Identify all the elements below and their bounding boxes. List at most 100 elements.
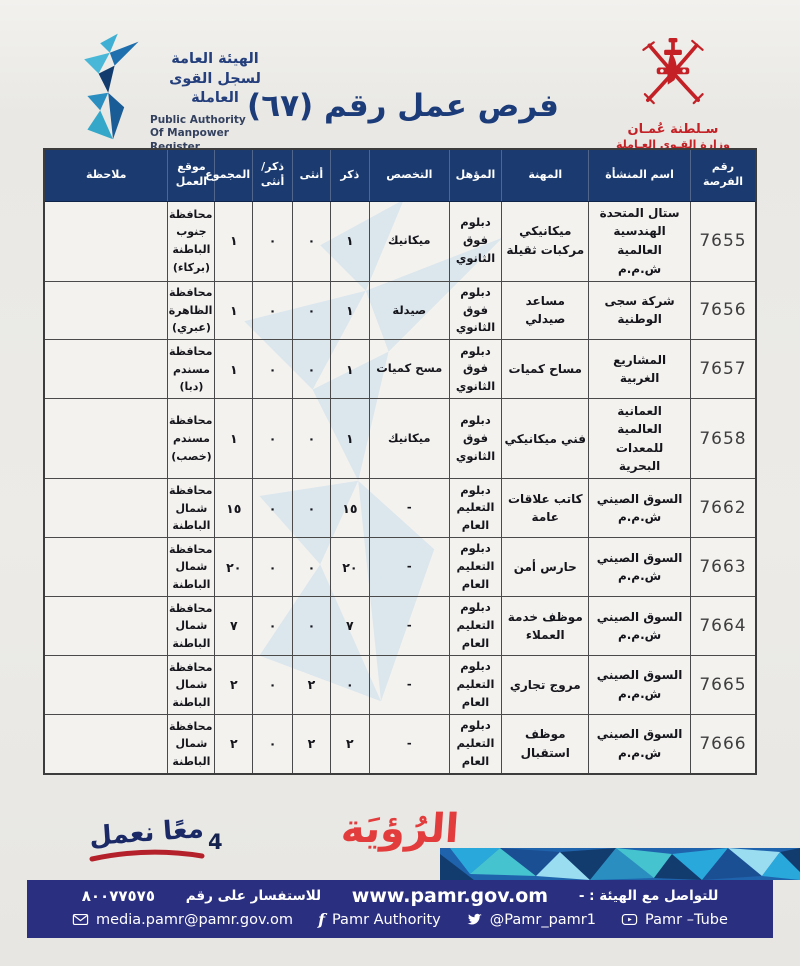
cell-qualification: دبلوم التعليم العام (448, 713, 503, 775)
column-header-male: ذكر (329, 148, 370, 202)
table-row: 7655 ستال المتحدة الهندسية العالمية ش.م.م… (43, 200, 757, 282)
contact-label: للتواصل مع الهيئة : - (578, 888, 719, 904)
table-row: 7657 المشاريع الغربية مساح كميات دبلوم فوق … (43, 339, 757, 400)
column-header-profession: المهنة (501, 148, 590, 202)
emblem-ministry-label: وزارة القـوى العـاملة (616, 138, 730, 151)
cell-profession: مساح كميات (501, 339, 590, 400)
table-row: 7658 العمانية العالمية للمعدات البحرية فني… (43, 398, 757, 480)
cell-profession: كاتب علاقات عامة (501, 478, 590, 539)
cell-work-location: محافظة الظاهرة (عبري) (167, 280, 216, 341)
column-header-note: ملاحظة (43, 148, 169, 202)
cell-male: ١ (329, 339, 370, 400)
cell-specialization: - (368, 713, 450, 775)
cell-opportunity-number: 7666 (690, 713, 757, 775)
cell-male-or-female: ٠ (252, 478, 294, 539)
cell-qualification: دبلوم التعليم العام (448, 596, 503, 657)
cell-qualification: دبلوم فوق الثانوي (448, 339, 503, 400)
cell-opportunity-number: 7663 (690, 537, 757, 598)
cell-total: ١ (214, 339, 254, 400)
cell-specialization: - (368, 596, 450, 657)
table-row: 7656 شركة سجى الوطنية مساعد صيدلي دبلوم فوق… (43, 280, 757, 341)
cell-male: ١ (329, 200, 370, 282)
cell-profession: حارس أمن (501, 537, 590, 598)
cell-qualification: دبلوم فوق الثانوي (448, 398, 503, 480)
table-row: 7662 السوق الصيني ش.م.م كاتب علاقات عامة دب… (43, 478, 757, 539)
phone-number: ٨٠٠٧٧٥٧٥ (81, 887, 155, 905)
oman-emblem-icon (642, 37, 704, 105)
cell-male-or-female: ٠ (252, 398, 294, 480)
cell-work-location: محافظة مسندم (دبا) (167, 339, 216, 400)
pamr-logo-icon (84, 33, 139, 140)
table-row: 7666 السوق الصيني ش.م.م موظف استقبال دبلوم … (43, 713, 757, 775)
facebook-icon: f (318, 910, 325, 929)
cell-female: ٢ (292, 655, 331, 715)
cell-female: ٢ (292, 713, 331, 775)
cell-establishment-name: السوق الصيني ش.م.م (588, 713, 691, 775)
cell-total: ١ (214, 398, 254, 480)
cell-specialization: - (368, 478, 450, 539)
facebook-handle: Pamr Authority (331, 911, 441, 928)
cell-male-or-female: ٠ (252, 339, 294, 400)
cell-work-location: محافظة شمال الباطنة (167, 713, 216, 775)
contact-bar: للتواصل مع الهيئة : - www.pamr.gov.om لل… (27, 880, 773, 938)
column-header-opportunity-number: رقم الفرصة (690, 148, 757, 202)
cell-note (43, 280, 169, 341)
cell-female: ٠ (292, 398, 331, 480)
cell-female: ٠ (292, 596, 331, 657)
cell-establishment-name: شركة سجى الوطنية (588, 280, 691, 341)
cell-total: ١ (214, 280, 254, 341)
cell-total: ٢ (214, 655, 254, 715)
jobs-table: رقم الفرصة اسم المنشأة المهنة المؤهل التخصص ذ… (43, 148, 757, 775)
cell-note (43, 200, 169, 282)
page-number: 4 (208, 830, 223, 854)
column-header-male-or-female: ذكر/ أنثى (252, 148, 294, 202)
cell-qualification: دبلوم فوق الثانوي (448, 200, 503, 282)
cell-profession: موظف استقبال (501, 713, 590, 775)
cell-opportunity-number: 7665 (690, 655, 757, 715)
cell-female: ٠ (292, 200, 331, 282)
cell-establishment-name: السوق الصيني ش.م.م (588, 655, 691, 715)
cell-establishment-name: السوق الصيني ش.م.م (588, 537, 691, 598)
cell-profession: فني ميكانيكي (501, 398, 590, 480)
cell-note (43, 398, 169, 480)
pamr-name-arabic-line2: لسجل القوى العاملة (169, 70, 261, 107)
table-row: 7663 السوق الصيني ش.م.م حارس أمن دبلوم التع… (43, 537, 757, 598)
maan-naamal-logo: معًا نعمل (84, 814, 209, 867)
cell-male: ٢ (329, 713, 370, 775)
cell-profession: ميكانيكي مركبات ثقيلة (501, 200, 590, 282)
cell-opportunity-number: 7664 (690, 596, 757, 657)
cell-specialization: - (368, 537, 450, 598)
cell-male: ١ (329, 398, 370, 480)
cell-opportunity-number: 7662 (690, 478, 757, 539)
youtube-icon (621, 913, 638, 926)
cell-specialization: ميكانيك (368, 200, 450, 282)
table-row: 7665 السوق الصيني ش.م.م مروج تجاري دبلوم ال… (43, 655, 757, 715)
cell-note (43, 478, 169, 539)
cell-female: ٠ (292, 280, 331, 341)
table-header-row: رقم الفرصة اسم المنشأة المهنة المؤهل التخصص ذ… (43, 148, 757, 202)
cell-total: ٢٠ (214, 537, 254, 598)
cell-total: ٧ (214, 596, 254, 657)
cell-qualification: دبلوم التعليم العام (448, 537, 503, 598)
cell-establishment-name: السوق الصيني ش.م.م (588, 478, 691, 539)
cell-total: ١ (214, 200, 254, 282)
twitter-icon (467, 913, 482, 925)
cell-profession: مساعد صيدلي (501, 280, 590, 341)
cell-female: ٠ (292, 537, 331, 598)
column-header-establishment-name: اسم المنشأة (588, 148, 691, 202)
cell-opportunity-number: 7658 (690, 398, 757, 480)
cell-note (43, 537, 169, 598)
cell-opportunity-number: 7657 (690, 339, 757, 400)
page-title: فرص عمل رقم (٦٧) (247, 88, 559, 124)
cell-male-or-female: ٠ (252, 596, 294, 657)
cell-male: ١ (329, 280, 370, 341)
cell-male: ١٥ (329, 478, 370, 539)
cell-work-location: محافظة شمال الباطنة (167, 478, 216, 539)
cell-specialization: ميكانيك (368, 398, 450, 480)
cell-note (43, 713, 169, 775)
website-link: www.pamr.gov.om (351, 885, 549, 907)
cell-work-location: محافظة شمال الباطنة (167, 537, 216, 598)
cell-female: ٠ (292, 339, 331, 400)
email-address: media.pamr@pamr.gov.om (96, 911, 294, 928)
